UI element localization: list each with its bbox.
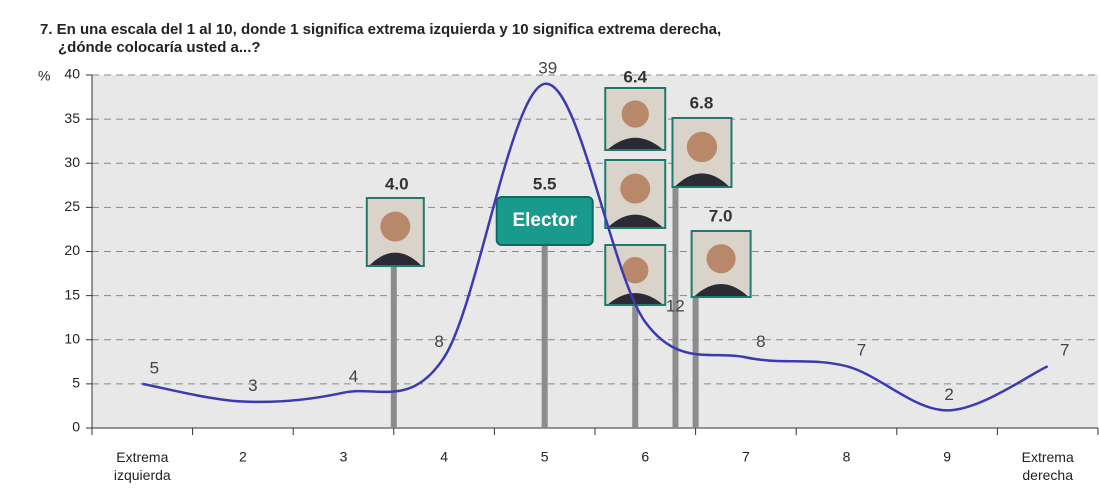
x-tick-label: 2 (239, 449, 247, 465)
marker-pole (692, 297, 699, 428)
portrait (365, 197, 425, 267)
portrait-head (686, 131, 718, 163)
data-label: 8 (756, 332, 765, 351)
portrait (604, 159, 667, 229)
x-tick-label: 3 (340, 449, 348, 465)
y-tick-label: 15 (64, 286, 80, 302)
y-tick-label: 25 (64, 198, 80, 214)
marker-pole (632, 305, 639, 428)
data-label: 39 (538, 58, 557, 77)
y-tick-label: 40 (64, 66, 80, 82)
portrait-body (369, 252, 421, 265)
marker-pole (541, 245, 548, 428)
line (142, 82, 1049, 412)
marker-label: 5.5 (533, 174, 557, 193)
marker-label: 4.0 (385, 174, 409, 193)
x-tick-label: Extrema derecha (1022, 449, 1074, 483)
y-axis-label: % (38, 68, 50, 84)
y-tick-label: 20 (64, 242, 80, 258)
portrait-head (706, 244, 736, 274)
data-label: 7 (1060, 341, 1069, 360)
x-tick-label: 5 (541, 449, 549, 465)
x-tick-label: 6 (641, 449, 649, 465)
portrait (671, 117, 733, 188)
portrait-body (675, 173, 729, 186)
x-tick-label: Extrema izquierda (114, 449, 171, 483)
marker-label: 6.4 (623, 67, 647, 86)
elector-box (495, 196, 594, 246)
portrait-body (608, 214, 663, 227)
y-tick-label: 5 (72, 375, 80, 391)
marker-label: 7.0 (709, 206, 733, 225)
portrait-body (608, 293, 663, 304)
y-tick-label: 30 (64, 154, 80, 170)
y-tick-label: 10 (64, 330, 80, 346)
portrait-head (621, 100, 649, 128)
portrait (690, 230, 752, 298)
elector-label: Elector (512, 210, 577, 231)
plot-area (92, 75, 1098, 428)
marker-pole (390, 266, 397, 428)
portrait-head (622, 257, 649, 284)
x-tick-label: 7 (742, 449, 750, 465)
x-tick-label: 4 (440, 449, 448, 465)
data-label: 3 (248, 376, 257, 395)
portrait-body (694, 283, 748, 296)
data-label: 8 (434, 332, 443, 351)
marker-pole (672, 187, 679, 428)
portrait-body (608, 137, 663, 149)
data-label: 7 (857, 341, 866, 360)
x-tick-label: 9 (943, 449, 951, 465)
portrait (604, 87, 667, 151)
y-tick-label: 0 (72, 419, 80, 435)
portrait-head (620, 173, 651, 204)
marker-label: 6.8 (690, 93, 714, 112)
data-label: 12 (666, 297, 685, 316)
data-label: 4 (349, 367, 358, 386)
portrait-head (380, 211, 411, 242)
data-label: 2 (944, 385, 953, 404)
y-tick-label: 35 (64, 110, 80, 126)
data-label: 5 (150, 358, 159, 377)
x-tick-label: 8 (843, 449, 851, 465)
chart-title: 7. En una escala del 1 al 10, donde 1 si… (40, 21, 721, 56)
portrait (604, 244, 667, 306)
